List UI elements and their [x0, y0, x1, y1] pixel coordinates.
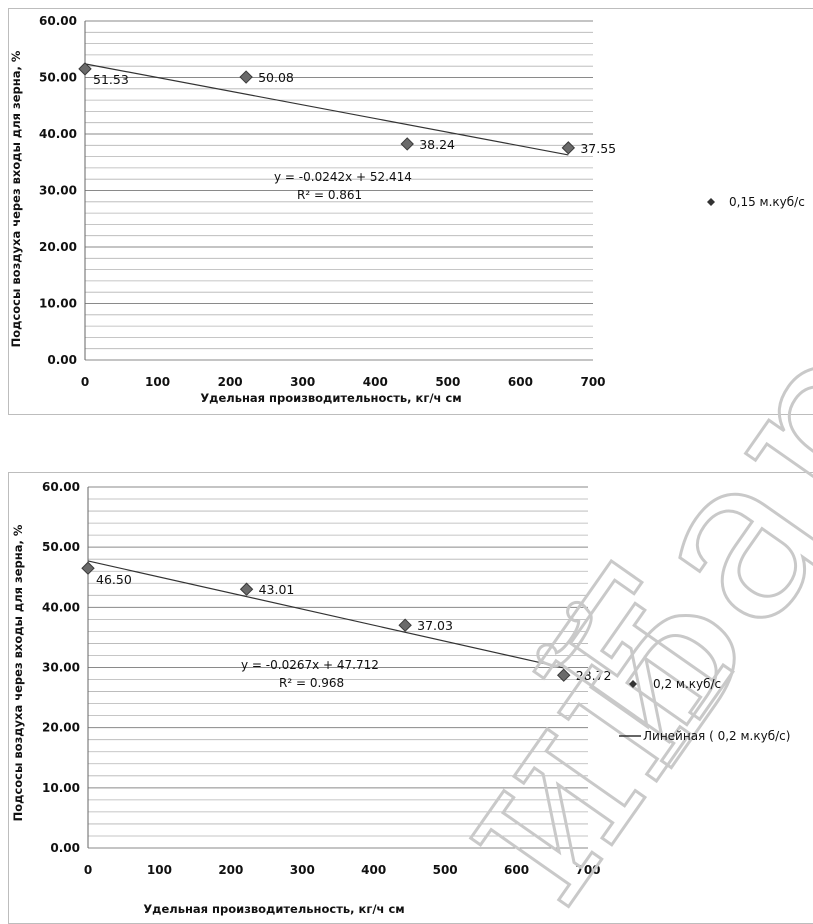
data-label: 37.03 [417, 618, 453, 633]
y-tick-label: 10.00 [39, 297, 77, 311]
x-tick-label: 600 [508, 375, 533, 389]
chart-2-xlabel: Удельная производительность, кг/ч см [143, 902, 404, 916]
x-tick-label: 0 [84, 863, 92, 877]
chart-1-ylabel-text: Подсосы воздуха через входы для зерна, % [9, 50, 23, 347]
data-point [400, 137, 414, 151]
x-tick-label: 100 [145, 375, 170, 389]
chart-1-plot: 0.00 10.00 20.00 30.00 40.00 50.00 60.00 0 100 20… [9, 14, 805, 405]
chart-1-plot-area: 0.00 10.00 20.00 30.00 40.00 50.00 60.00 0 100 20… [39, 14, 616, 389]
x-tick-label: 300 [290, 375, 315, 389]
chart-1-legend-marker [707, 198, 715, 206]
chart-2-legend: 0,2 м.куб/с Линейная ( 0,2 м.куб/с) [619, 677, 790, 743]
y-tick-label: 0.00 [47, 353, 77, 367]
x-tick-label: 500 [433, 863, 458, 877]
chart-1-xlabel: Удельная производительность, кг/ч см [200, 391, 461, 405]
x-tick-label: 600 [504, 863, 529, 877]
data-point [78, 62, 92, 76]
data-label: 43.01 [259, 582, 295, 597]
y-tick-label: 60.00 [42, 480, 80, 494]
data-label: 51.53 [93, 72, 129, 87]
chart-1-legend: 0,15 м.куб/с [707, 195, 805, 209]
trendline [87, 560, 564, 669]
data-point [239, 582, 254, 596]
trendline [84, 63, 569, 156]
data-point [398, 618, 412, 632]
data-point [561, 141, 576, 155]
x-tick-label: 200 [218, 863, 243, 877]
y-tick-label: 60.00 [39, 14, 77, 28]
data-point [81, 561, 95, 575]
chart-1: 0.00 10.00 20.00 30.00 40.00 50.00 60.00 0 100 20… [8, 8, 813, 415]
chart-1-trend-r2: R² = 0.861 [297, 188, 362, 202]
y-tick-label: 20.00 [39, 240, 77, 254]
x-tick-label: 0 [81, 375, 89, 389]
x-tick-label: 700 [575, 863, 600, 877]
chart-2-ylabel-text: Подсосы воздуха через входы для зерна, % [11, 524, 25, 821]
x-tick-label: 200 [218, 375, 243, 389]
chart-2-legend-label-trend: Линейная ( 0,2 м.куб/с) [643, 729, 790, 743]
chart-2-plot-area: 0.00 10.00 20.00 30.00 40.00 50.00 60.00 0 100 20… [42, 480, 611, 877]
data-point [239, 70, 253, 84]
y-tick-label: 20.00 [42, 721, 80, 735]
y-tick-label: 40.00 [42, 600, 80, 614]
chart-2-ylabel: Подсосы воздуха через входы для зерна, % [11, 524, 25, 821]
y-tick-label: 0.00 [50, 841, 80, 855]
y-tick-label: 50.00 [42, 540, 80, 554]
chart-2-plot: 0.00 10.00 20.00 30.00 40.00 50.00 60.00 0 100 20… [11, 284, 813, 924]
data-point [557, 668, 571, 682]
x-tick-label: 700 [580, 375, 605, 389]
x-tick-label: 500 [435, 375, 460, 389]
data-label: 28.72 [576, 668, 612, 683]
chart-1-ylabel: Подсосы воздуха через входы для зерна, % [9, 50, 23, 347]
y-tick-label: 50.00 [39, 71, 77, 85]
chart-2: 0.00 10.00 20.00 30.00 40.00 50.00 60.00 0 100 20… [8, 284, 813, 924]
y-tick-label: 40.00 [39, 127, 77, 141]
data-label: 46.50 [96, 572, 132, 587]
chart-2-legend-label-series: 0,2 м.куб/с [653, 677, 721, 691]
data-label: 50.08 [258, 70, 294, 85]
data-label: 37.55 [580, 141, 616, 156]
y-tick-label: 30.00 [42, 661, 80, 675]
x-tick-label: 400 [363, 375, 388, 389]
x-tick-label: 400 [361, 863, 386, 877]
chart-1-legend-label: 0,15 м.куб/с [729, 195, 805, 209]
x-tick-label: 300 [290, 863, 315, 877]
y-tick-label: 10.00 [42, 781, 80, 795]
chart-2-legend-marker-series [629, 680, 637, 688]
chart-1-trend-equation: y = -0.0242x + 52.414 [274, 170, 412, 184]
y-tick-label: 30.00 [39, 184, 77, 198]
chart-2-trend-equation: y = -0.0267x + 47.712 [241, 658, 379, 672]
chart-2-trend-r2: R² = 0.968 [279, 676, 344, 690]
x-tick-label: 100 [147, 863, 172, 877]
data-label: 38.24 [419, 137, 455, 152]
